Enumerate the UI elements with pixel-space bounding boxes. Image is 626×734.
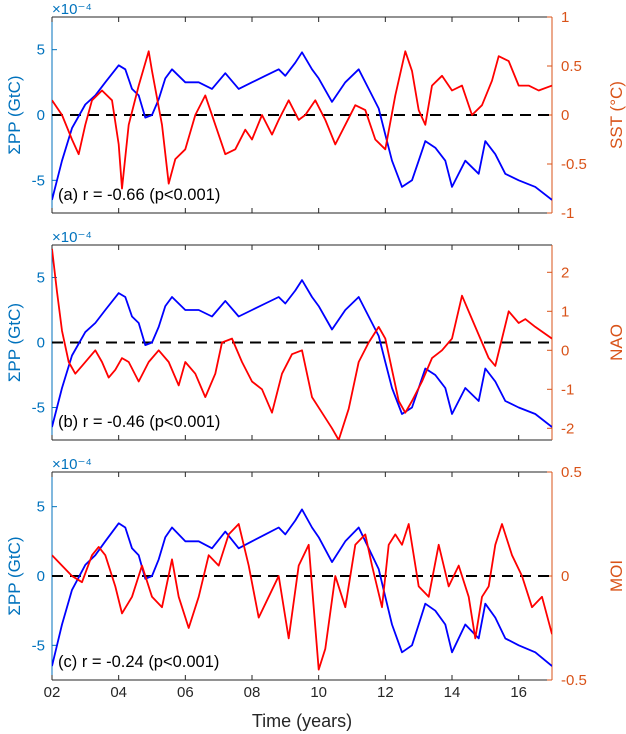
left-y-tick-label: 0: [37, 568, 45, 585]
left-y-tick-label: 5: [37, 270, 45, 287]
x-axis-title: Time (years): [252, 711, 352, 731]
right-y-tick-label: -2: [561, 420, 574, 437]
left-y-tick-label: -5: [32, 172, 45, 189]
plot-area: [52, 508, 552, 671]
left-axis-exponent: ×10⁻⁴: [52, 229, 92, 246]
panel-c: -5 0 5 -0.5 0 0.5 ×10⁻⁴ ΣPP (GtC) MOI (c) r = -0.…: [5, 456, 626, 701]
index-series-line: [52, 523, 552, 671]
right-y-tick-label: 0.5: [561, 58, 582, 75]
right-y-tick-label: -1: [561, 205, 574, 222]
pp-series-line: [52, 51, 552, 201]
x-tick-label: 14: [444, 684, 461, 701]
x-tick-label: 04: [110, 684, 127, 701]
right-y-tick-label: 0: [561, 107, 569, 124]
right-y-tick-label: 0: [561, 342, 569, 359]
left-y-tick-label: 0: [37, 107, 45, 124]
right-axis-title: MOI: [607, 560, 626, 592]
right-y-tick-label: 2: [561, 264, 569, 281]
left-axis-title: ΣPP (GtC): [5, 75, 24, 154]
correlation-annotation: (b) r = -0.46 (p<0.001): [58, 413, 220, 431]
correlation-annotation: (c) r = -0.24 (p<0.001): [58, 653, 219, 671]
x-tick-label: 08: [244, 684, 261, 701]
x-tick-label: 10: [310, 684, 327, 701]
left-y-tick-label: 5: [37, 499, 45, 516]
left-y-tick-label: -5: [32, 637, 45, 654]
right-axis-title: SST (°C): [607, 81, 626, 149]
left-axis-exponent: ×10⁻⁴: [52, 456, 92, 473]
panel-a: -5 0 5 -1 -0.5 0 0.5 1 ×10⁻⁴ ΣPP (GtC) SST (°C) (a)…: [5, 1, 626, 222]
plot-area: [52, 248, 552, 440]
left-y-tick-label: 0: [37, 335, 45, 352]
right-y-tick-label: -0.5: [561, 156, 587, 173]
x-tick-label: 02: [44, 684, 61, 701]
plot-area: [52, 50, 552, 201]
pp-series-line: [52, 508, 552, 667]
panel-b: -5 0 5 -2 -1 0 1 2 ×10⁻⁴ ΣPP (GtC) NAO (b) r = -0.4…: [5, 229, 626, 441]
index-series-line: [52, 50, 552, 190]
right-y-tick-label: 1: [561, 303, 569, 320]
x-tick-label: 16: [510, 684, 527, 701]
left-axis-title: ΣPP (GtC): [5, 303, 24, 382]
left-axis-exponent: ×10⁻⁴: [52, 1, 92, 18]
right-y-tick-label: -1: [561, 381, 574, 398]
index-series-line: [52, 248, 552, 440]
panels-container: -5 0 5 -1 -0.5 0 0.5 1 ×10⁻⁴ ΣPP (GtC) SST (°C) (a)…: [5, 1, 626, 701]
x-tick-label: 06: [177, 684, 194, 701]
left-y-tick-label: 5: [37, 42, 45, 59]
correlation-annotation: (a) r = -0.66 (p<0.001): [58, 186, 220, 204]
right-y-tick-label: -0.5: [561, 672, 587, 689]
right-y-tick-label: 0.5: [561, 464, 582, 481]
right-axis-title: NAO: [607, 324, 626, 361]
right-y-tick-label: 1: [561, 9, 569, 26]
x-tick-label: 12: [377, 684, 394, 701]
pp-series-line: [52, 279, 552, 428]
right-y-tick-label: 0: [561, 568, 569, 585]
left-axis-title: ΣPP (GtC): [5, 536, 24, 615]
left-y-tick-label: -5: [32, 400, 45, 417]
